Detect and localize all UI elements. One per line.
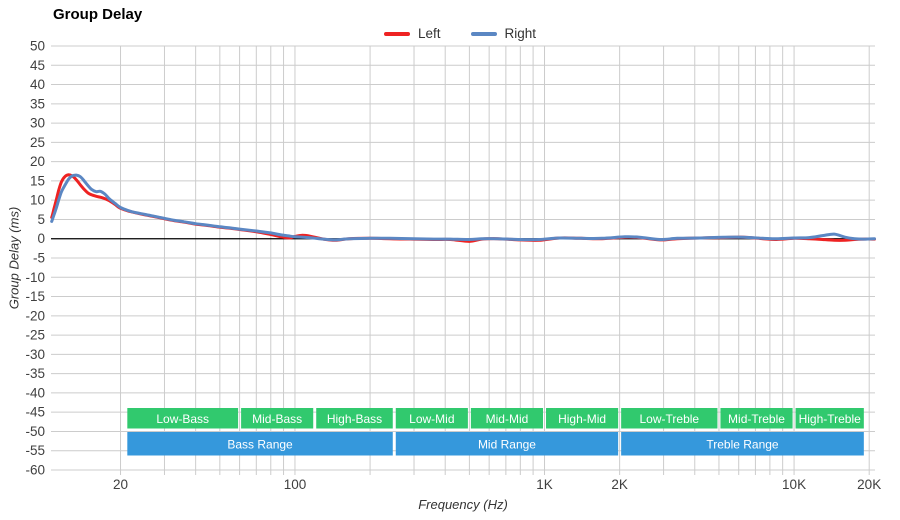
legend-item-left: Left <box>383 26 441 41</box>
band-cell-high-mid <box>546 408 619 429</box>
series-curves <box>50 173 876 243</box>
y-tick-label: -30 <box>25 347 45 362</box>
left-curve <box>50 173 876 243</box>
band-cell-mid-treble <box>720 408 793 429</box>
band-cell-low-bass <box>127 408 239 429</box>
x-tick-label: 100 <box>284 477 307 492</box>
right-line-swatch <box>470 31 497 36</box>
y-tick-label: 0 <box>37 231 45 246</box>
x-tick-label: 2K <box>611 477 628 492</box>
band-cell-high-treble <box>795 408 864 429</box>
y-tick-label: 40 <box>30 77 45 92</box>
band-label-high-treble: High-Treble <box>799 412 862 426</box>
x-tick-label: 1K <box>536 477 553 492</box>
band-label-high-mid: High-Mid <box>558 412 606 426</box>
band-label-mid-bass: Mid-Bass <box>252 412 302 426</box>
right-curve <box>50 173 876 242</box>
band-cell-low-treble <box>621 408 718 429</box>
y-tick-label: -40 <box>25 385 45 400</box>
y-tick-label: -15 <box>25 289 45 304</box>
band-label-low-bass: Low-Bass <box>156 412 209 426</box>
band-cell-mid-range <box>395 432 619 456</box>
band-cell-low-mid <box>395 408 468 429</box>
y-tick-label: -20 <box>25 308 45 323</box>
y-tick-label: 20 <box>30 154 45 169</box>
band-label-mid-mid: Mid-Mid <box>486 412 529 426</box>
left-line-swatch <box>383 31 410 36</box>
band-cell-treble-range <box>621 432 864 456</box>
y-tick-label: -10 <box>25 270 45 285</box>
y-tick-label: 25 <box>30 135 45 150</box>
tick-labels: 50454035302520151050-5-10-15-20-25-30-35… <box>25 39 881 493</box>
band-cell-bass-range <box>127 432 393 456</box>
x-tick-label: 10K <box>782 477 806 492</box>
band-label-high-bass: High-Bass <box>327 412 382 426</box>
legend-item-right: Right <box>470 26 537 41</box>
band-label-low-mid: Low-Mid <box>409 412 454 426</box>
band-cell-mid-mid <box>470 408 544 429</box>
chart-title: Group Delay <box>53 6 143 23</box>
y-tick-label: -45 <box>25 405 45 420</box>
y-axis-title: Group Delay (ms) <box>6 206 22 310</box>
y-tick-label: -55 <box>25 443 45 458</box>
y-tick-label: 15 <box>30 173 45 188</box>
y-tick-label: -5 <box>33 251 45 266</box>
band-label-low-treble: Low-Treble <box>640 412 700 426</box>
x-axis-title: Frequency (Hz) <box>418 497 508 512</box>
band-label-mid-treble: Mid-Treble <box>728 412 785 426</box>
band-cell-mid-bass <box>241 408 314 429</box>
y-tick-label: -60 <box>25 463 45 478</box>
band-label-mid-range: Mid Range <box>478 437 536 451</box>
x-tick-label: 20 <box>113 477 128 492</box>
y-tick-label: -35 <box>25 366 45 381</box>
y-tick-label: -50 <box>25 424 45 439</box>
band-label-treble-range: Treble Range <box>706 437 779 451</box>
legend: Left Right <box>0 26 900 41</box>
legend-label-right: Right <box>504 26 537 41</box>
y-tick-label: 30 <box>30 116 45 131</box>
y-tick-label: 45 <box>30 58 45 73</box>
band-label-bass-range: Bass Range <box>227 437 293 451</box>
frequency-range-bands: Low-Bass Mid-Bass High-Bass Low-Mid Mid-Mid H… <box>127 408 864 456</box>
y-tick-label: 5 <box>37 212 45 227</box>
band-cell-high-bass <box>316 408 393 429</box>
x-tick-label: 20K <box>857 477 881 492</box>
y-tick-label: 10 <box>30 193 45 208</box>
y-tick-label: 35 <box>30 96 45 111</box>
y-tick-label: -25 <box>25 328 45 343</box>
y-tick-label: 50 <box>30 39 45 54</box>
legend-label-left: Left <box>417 26 441 41</box>
